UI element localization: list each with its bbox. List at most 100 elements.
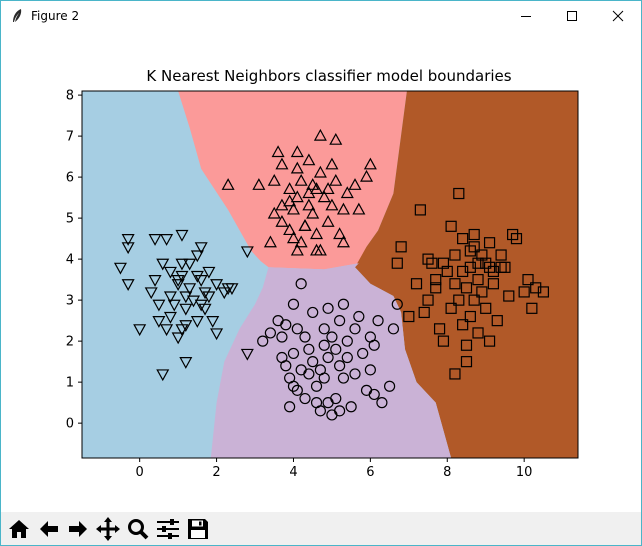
data-point-triangle-up [286,202,300,215]
x-tick-label: 2 [212,465,220,480]
data-point-circle [326,331,338,343]
data-point-triangle-up [267,206,281,219]
data-point-triangle-down [113,262,127,275]
data-point-triangle-down [171,332,185,345]
data-point-square [445,220,457,232]
data-point-square [472,257,484,269]
data-point-circle [341,351,353,364]
data-point-circle [387,323,400,335]
data-point-square [433,323,446,335]
data-point-triangle-down [210,328,224,341]
data-point-triangle-down [183,283,197,296]
data-point-triangle-up [325,157,339,170]
chart-title: K Nearest Neighbors classifier model bou… [146,67,511,85]
data-point-circle [330,392,342,405]
data-point-circle [318,339,330,351]
data-point-triangle-down [163,291,177,304]
data-point-triangle-down [190,270,204,283]
data-point-circle [291,384,303,396]
data-point-square [395,241,407,253]
data-point-triangle-up [290,243,304,256]
data-point-square [476,286,488,298]
data-point-circle [287,298,300,310]
data-point-triangle-up [310,227,324,240]
data-point-square [449,278,461,290]
data-point-triangle-up [325,198,339,211]
data-point-circle [337,298,350,310]
data-point-triangle-down [175,229,189,242]
data-point-circle [341,335,353,347]
arrow-right-icon [69,521,87,537]
knn-boundary-chart: K Nearest Neighbors classifier model bou… [66,67,579,480]
data-point-triangle-up [313,165,327,178]
data-point-triangle-up [348,178,362,190]
back-button[interactable] [35,515,63,543]
data-point-triangle-up [275,157,289,170]
data-point-square [487,265,500,278]
data-point-triangle-up [271,145,285,158]
close-icon [612,10,624,22]
data-point-triangle-up [294,235,308,248]
data-point-triangle-down [144,287,158,300]
feather-icon [13,9,22,22]
data-point-triangle-down [156,258,170,271]
x-tick-label: 4 [289,465,297,480]
axes: 0 2 4 6 8 10 0 1 2 3 4 5 6 7 8 [66,89,579,480]
data-point-circle [276,331,288,343]
data-point-square [480,257,492,269]
data-point-triangle-up [290,161,304,174]
configure-subplots-button[interactable] [154,515,182,543]
pan-button[interactable] [94,515,122,543]
data-point-triangle-down [148,234,162,246]
data-point-triangle-up [290,190,304,203]
home-button[interactable] [5,515,33,543]
data-point-square [391,257,403,269]
data-point-square [487,278,500,290]
data-point-circle [372,315,384,327]
data-point-triangle-up [294,173,308,186]
data-point-circle [368,339,380,351]
data-point-circle [391,298,403,310]
data-point-square [503,290,515,302]
data-point-circle [287,347,300,360]
data-point-circle [291,323,303,335]
data-point-triangle-down [210,279,224,291]
forward-button[interactable] [64,515,92,543]
data-point-triangle-up [336,235,350,248]
data-point-triangle-up [298,219,312,231]
data-point-triangle-down [183,258,197,271]
data-point-triangle-down [121,279,135,291]
data-point-square [510,233,523,245]
data-point-circle [357,347,369,360]
data-point-triangle-down [163,311,177,324]
data-point-triangle-down [175,258,189,271]
data-point-square [460,356,473,368]
data-point-circle [383,380,396,392]
data-point-triangle-down [121,234,135,246]
data-point-triangle-down [206,316,220,328]
window-title: Figure 2 [31,9,80,23]
data-point-triangle-up [317,190,331,203]
zoom-button[interactable] [124,515,152,543]
data-point-circle [280,319,292,331]
data-point-square [449,249,461,261]
data-point-triangle-down [194,275,208,287]
minimize-button[interactable] [503,1,549,31]
close-button[interactable] [595,1,641,31]
data-point-triangle-down [194,299,208,312]
data-point-square [522,274,534,286]
data-point-triangle-down [202,266,216,279]
axes-frame [81,90,579,459]
data-point-circle [337,372,350,384]
save-button[interactable] [184,515,212,543]
data-point-square [410,278,423,290]
x-tick-label: 8 [443,465,451,480]
data-point-square [468,241,480,253]
data-point-square [460,282,473,294]
maximize-button[interactable] [549,1,595,31]
data-point-triangle-down [179,357,193,369]
figure-canvas[interactable]: K Nearest Neighbors classifier model bou… [1,31,641,511]
data-point-triangle-up [267,173,281,186]
data-point-circle [322,302,334,314]
